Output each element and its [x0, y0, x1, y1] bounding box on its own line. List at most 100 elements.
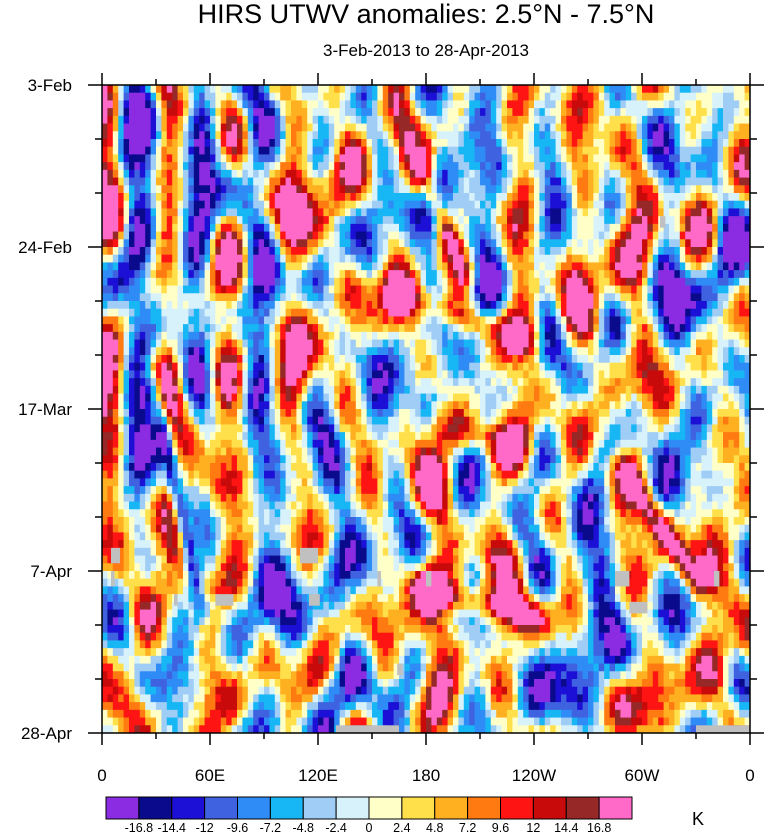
field-cell — [604, 146, 611, 156]
field-cell — [112, 208, 119, 217]
field-cell — [512, 370, 519, 379]
field-cell — [107, 139, 114, 148]
field-cell — [426, 355, 432, 364]
field-cell — [280, 85, 287, 94]
field-cell — [588, 362, 594, 372]
field-cell — [463, 108, 470, 117]
field-cell — [723, 208, 729, 217]
field-cell — [188, 362, 195, 372]
field-cell — [307, 316, 314, 325]
field-cell — [528, 347, 535, 356]
field-cell — [145, 355, 152, 364]
field-cell — [345, 185, 351, 194]
field-cell — [220, 270, 227, 279]
field-cell — [150, 239, 157, 248]
field-cell — [107, 331, 114, 341]
field-cell — [685, 262, 692, 271]
field-cell — [490, 123, 497, 132]
field-cell — [285, 239, 292, 248]
field-cell — [663, 177, 670, 186]
field-cell — [199, 177, 206, 186]
field-cell — [647, 169, 654, 179]
field-cell — [339, 146, 346, 156]
field-cell — [539, 131, 546, 140]
field-cell — [166, 169, 173, 179]
field-cell — [247, 223, 254, 233]
field-cell — [226, 185, 233, 194]
field-cell — [474, 378, 481, 387]
field-cell — [404, 385, 411, 395]
field-cell — [566, 293, 573, 302]
field-cell — [669, 92, 675, 102]
field-cell — [231, 115, 238, 125]
field-cell — [183, 177, 189, 186]
field-cell — [123, 393, 130, 402]
field-cell — [264, 131, 270, 140]
field-cell — [285, 331, 292, 341]
field-cell — [534, 339, 540, 348]
field-cell — [231, 154, 238, 163]
field-cell — [323, 216, 330, 225]
field-cell — [339, 231, 346, 240]
field-cell — [242, 146, 249, 156]
field-cell — [296, 92, 303, 102]
field-cell — [350, 254, 357, 264]
field-cell — [102, 115, 108, 125]
field-cell — [512, 115, 519, 125]
field-cell — [399, 301, 405, 310]
field-cell — [226, 331, 233, 341]
field-cell — [436, 378, 443, 387]
field-cell — [161, 331, 168, 341]
field-cell — [312, 355, 319, 364]
field-cell — [258, 154, 265, 163]
field-cell — [453, 200, 459, 210]
field-cell — [345, 247, 351, 256]
field-cell — [679, 339, 686, 348]
field-cell — [220, 347, 227, 356]
field-cell — [118, 254, 125, 264]
field-cell — [355, 115, 362, 125]
field-cell — [188, 324, 195, 333]
field-cell — [463, 231, 470, 240]
field-cell — [285, 100, 292, 109]
field-cell — [199, 378, 206, 387]
field-cell — [404, 331, 411, 341]
field-cell — [744, 324, 750, 333]
field-cell — [350, 115, 357, 125]
field-cell — [588, 216, 594, 225]
field-cell — [490, 277, 497, 287]
field-cell — [118, 370, 125, 379]
field-cell — [561, 347, 567, 356]
field-cell — [372, 339, 378, 348]
field-cell — [118, 324, 125, 333]
field-cell — [566, 331, 573, 341]
field-cell — [636, 200, 643, 210]
field-cell — [156, 154, 162, 163]
field-cell — [593, 193, 600, 202]
field-cell — [253, 385, 260, 395]
field-cell — [334, 293, 341, 302]
field-cell — [226, 393, 233, 402]
field-cell — [474, 131, 481, 140]
field-cell — [377, 85, 384, 94]
field-cell — [112, 293, 119, 302]
field-cell — [334, 100, 341, 109]
field-cell — [728, 223, 735, 233]
field-cell — [393, 223, 400, 233]
field-cell — [706, 285, 713, 294]
field-cell — [512, 92, 519, 102]
field-cell — [172, 169, 179, 179]
field-cell — [247, 146, 254, 156]
field-cell — [550, 193, 557, 202]
field-cell — [636, 339, 643, 348]
field-cell — [102, 293, 108, 302]
field-cell — [642, 285, 648, 294]
field-cell — [388, 239, 395, 248]
field-cell — [658, 169, 665, 179]
field-cell — [663, 85, 670, 94]
field-cell — [577, 216, 584, 225]
field-cell — [561, 231, 567, 240]
field-cell — [453, 162, 459, 171]
field-cell — [696, 262, 702, 271]
field-cell — [161, 193, 168, 202]
